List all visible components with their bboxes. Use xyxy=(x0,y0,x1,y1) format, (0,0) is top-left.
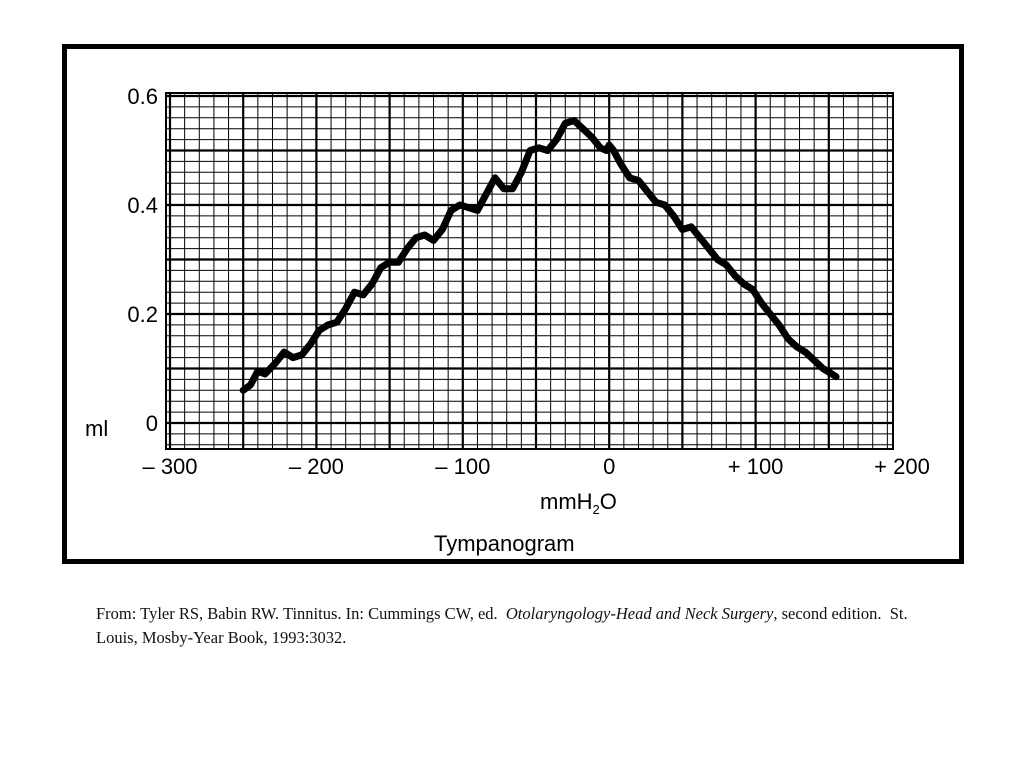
x-tick-label: 0 xyxy=(603,454,615,479)
x-tick-label: + 200 xyxy=(874,454,930,479)
tick-label-layer: 0 0.2 0.4 0.6 – 300 – 200 – 100 0 + 100 + 200 xyxy=(127,84,929,479)
x-axis-label-tail: O xyxy=(600,489,617,514)
x-tick-label: + 100 xyxy=(728,454,784,479)
y-tick-label: 0.2 xyxy=(127,302,158,327)
citation-suffix: , second edition. St. Louis, Mosby-Year … xyxy=(96,604,908,647)
x-tick-label: – 100 xyxy=(435,454,490,479)
chart-curve-layer xyxy=(239,117,840,394)
x-tick-label: – 200 xyxy=(289,454,344,479)
citation-text: From: Tyler RS, Babin RW. Tinnitus. In: … xyxy=(96,602,926,650)
figure-frame: 0 0.2 0.4 0.6– 300– 200– 100 0 + 100 + 200 ml … xyxy=(62,44,964,564)
chart-title: Tympanogram xyxy=(434,531,575,556)
y-axis-label: ml xyxy=(85,416,108,441)
x-tick-label: – 300 xyxy=(142,454,197,479)
x-axis-label-subscript: 2 xyxy=(593,502,600,517)
series-line-0 xyxy=(239,117,840,394)
y-tick-label: 0.6 xyxy=(127,84,158,109)
x-axis-label-main: mmH xyxy=(540,489,593,514)
plot-border xyxy=(165,92,894,450)
chart-grid xyxy=(165,92,894,450)
x-axis-label: mmH2O xyxy=(540,489,617,517)
y-tick-label: 0.4 xyxy=(127,193,158,218)
tympanogram-chart: 00.20.40.6– 300– 200– 100 0 + 100 + 200 ml … xyxy=(85,84,930,556)
y-tick-label: 0 xyxy=(146,411,158,436)
citation-prefix: From: Tyler RS, Babin RW. Tinnitus. In: … xyxy=(96,604,506,623)
citation-book-title: Otolaryngology-Head and Neck Surgery xyxy=(505,604,774,623)
